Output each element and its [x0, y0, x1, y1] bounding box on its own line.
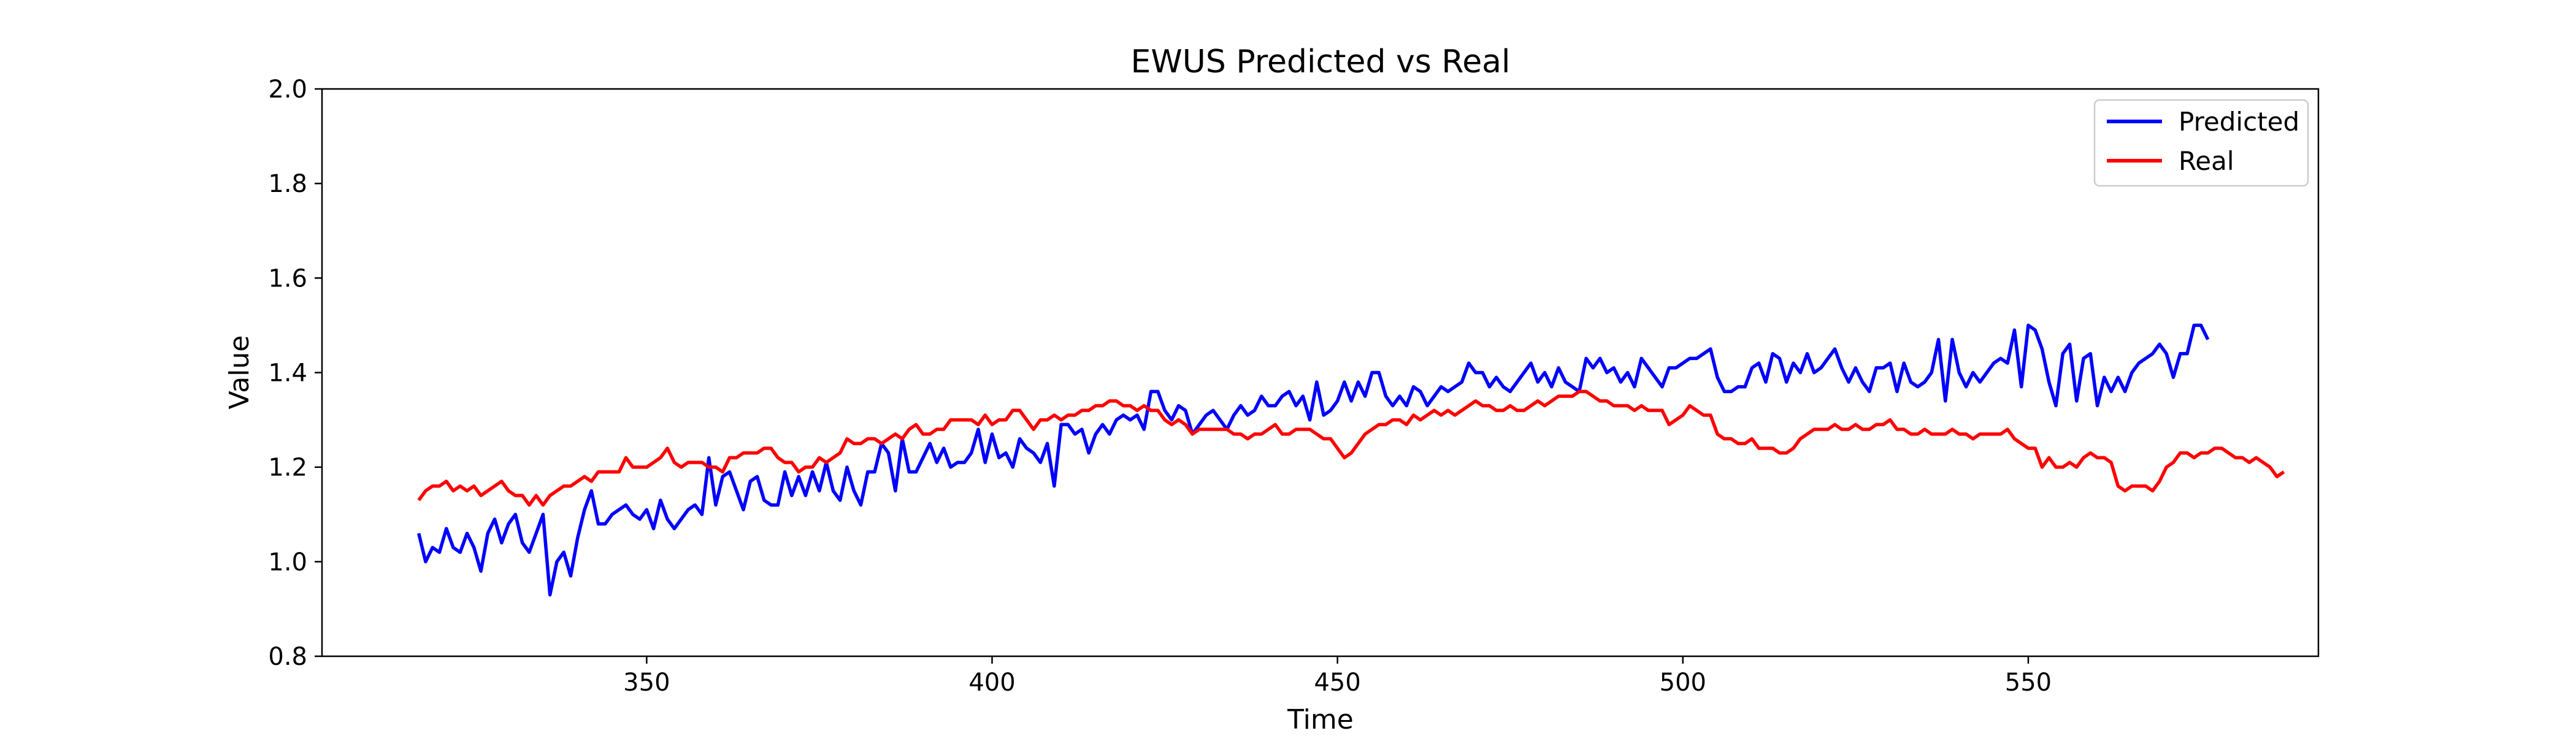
- y-axis-label: Value: [224, 335, 255, 410]
- y-axis: 0.8 1.0 1.2 1.4 1.6 1.8 2.0: [268, 75, 322, 671]
- x-tick-label: 550: [2005, 669, 2052, 697]
- chart-title: EWUS Predicted vs Real: [1131, 44, 1511, 80]
- y-tick-label: 1.8: [268, 170, 307, 198]
- legend-label-predicted: Predicted: [2179, 107, 2299, 137]
- x-tick-label: 500: [1660, 669, 1706, 697]
- y-tick-label: 2.0: [268, 75, 307, 104]
- series-line-predicted: [417, 323, 2210, 597]
- legend-label-real: Real: [2179, 146, 2234, 176]
- y-tick-label: 1.4: [268, 359, 307, 388]
- y-tick-label: 1.0: [268, 548, 307, 577]
- x-axis-label: Time: [1287, 704, 1354, 735]
- series-line-real: [417, 389, 2285, 507]
- y-tick-label: 0.8: [268, 643, 307, 671]
- legend: Predicted Real: [2093, 99, 2309, 187]
- x-axis: 350 400 450 500 550: [623, 656, 2052, 697]
- series-layer: [417, 323, 2285, 597]
- y-tick-label: 1.2: [268, 454, 307, 482]
- x-tick-label: 450: [1314, 669, 1360, 697]
- y-tick-label: 1.6: [268, 264, 307, 293]
- x-tick-label: 400: [968, 669, 1015, 697]
- x-tick-label: 350: [623, 669, 670, 697]
